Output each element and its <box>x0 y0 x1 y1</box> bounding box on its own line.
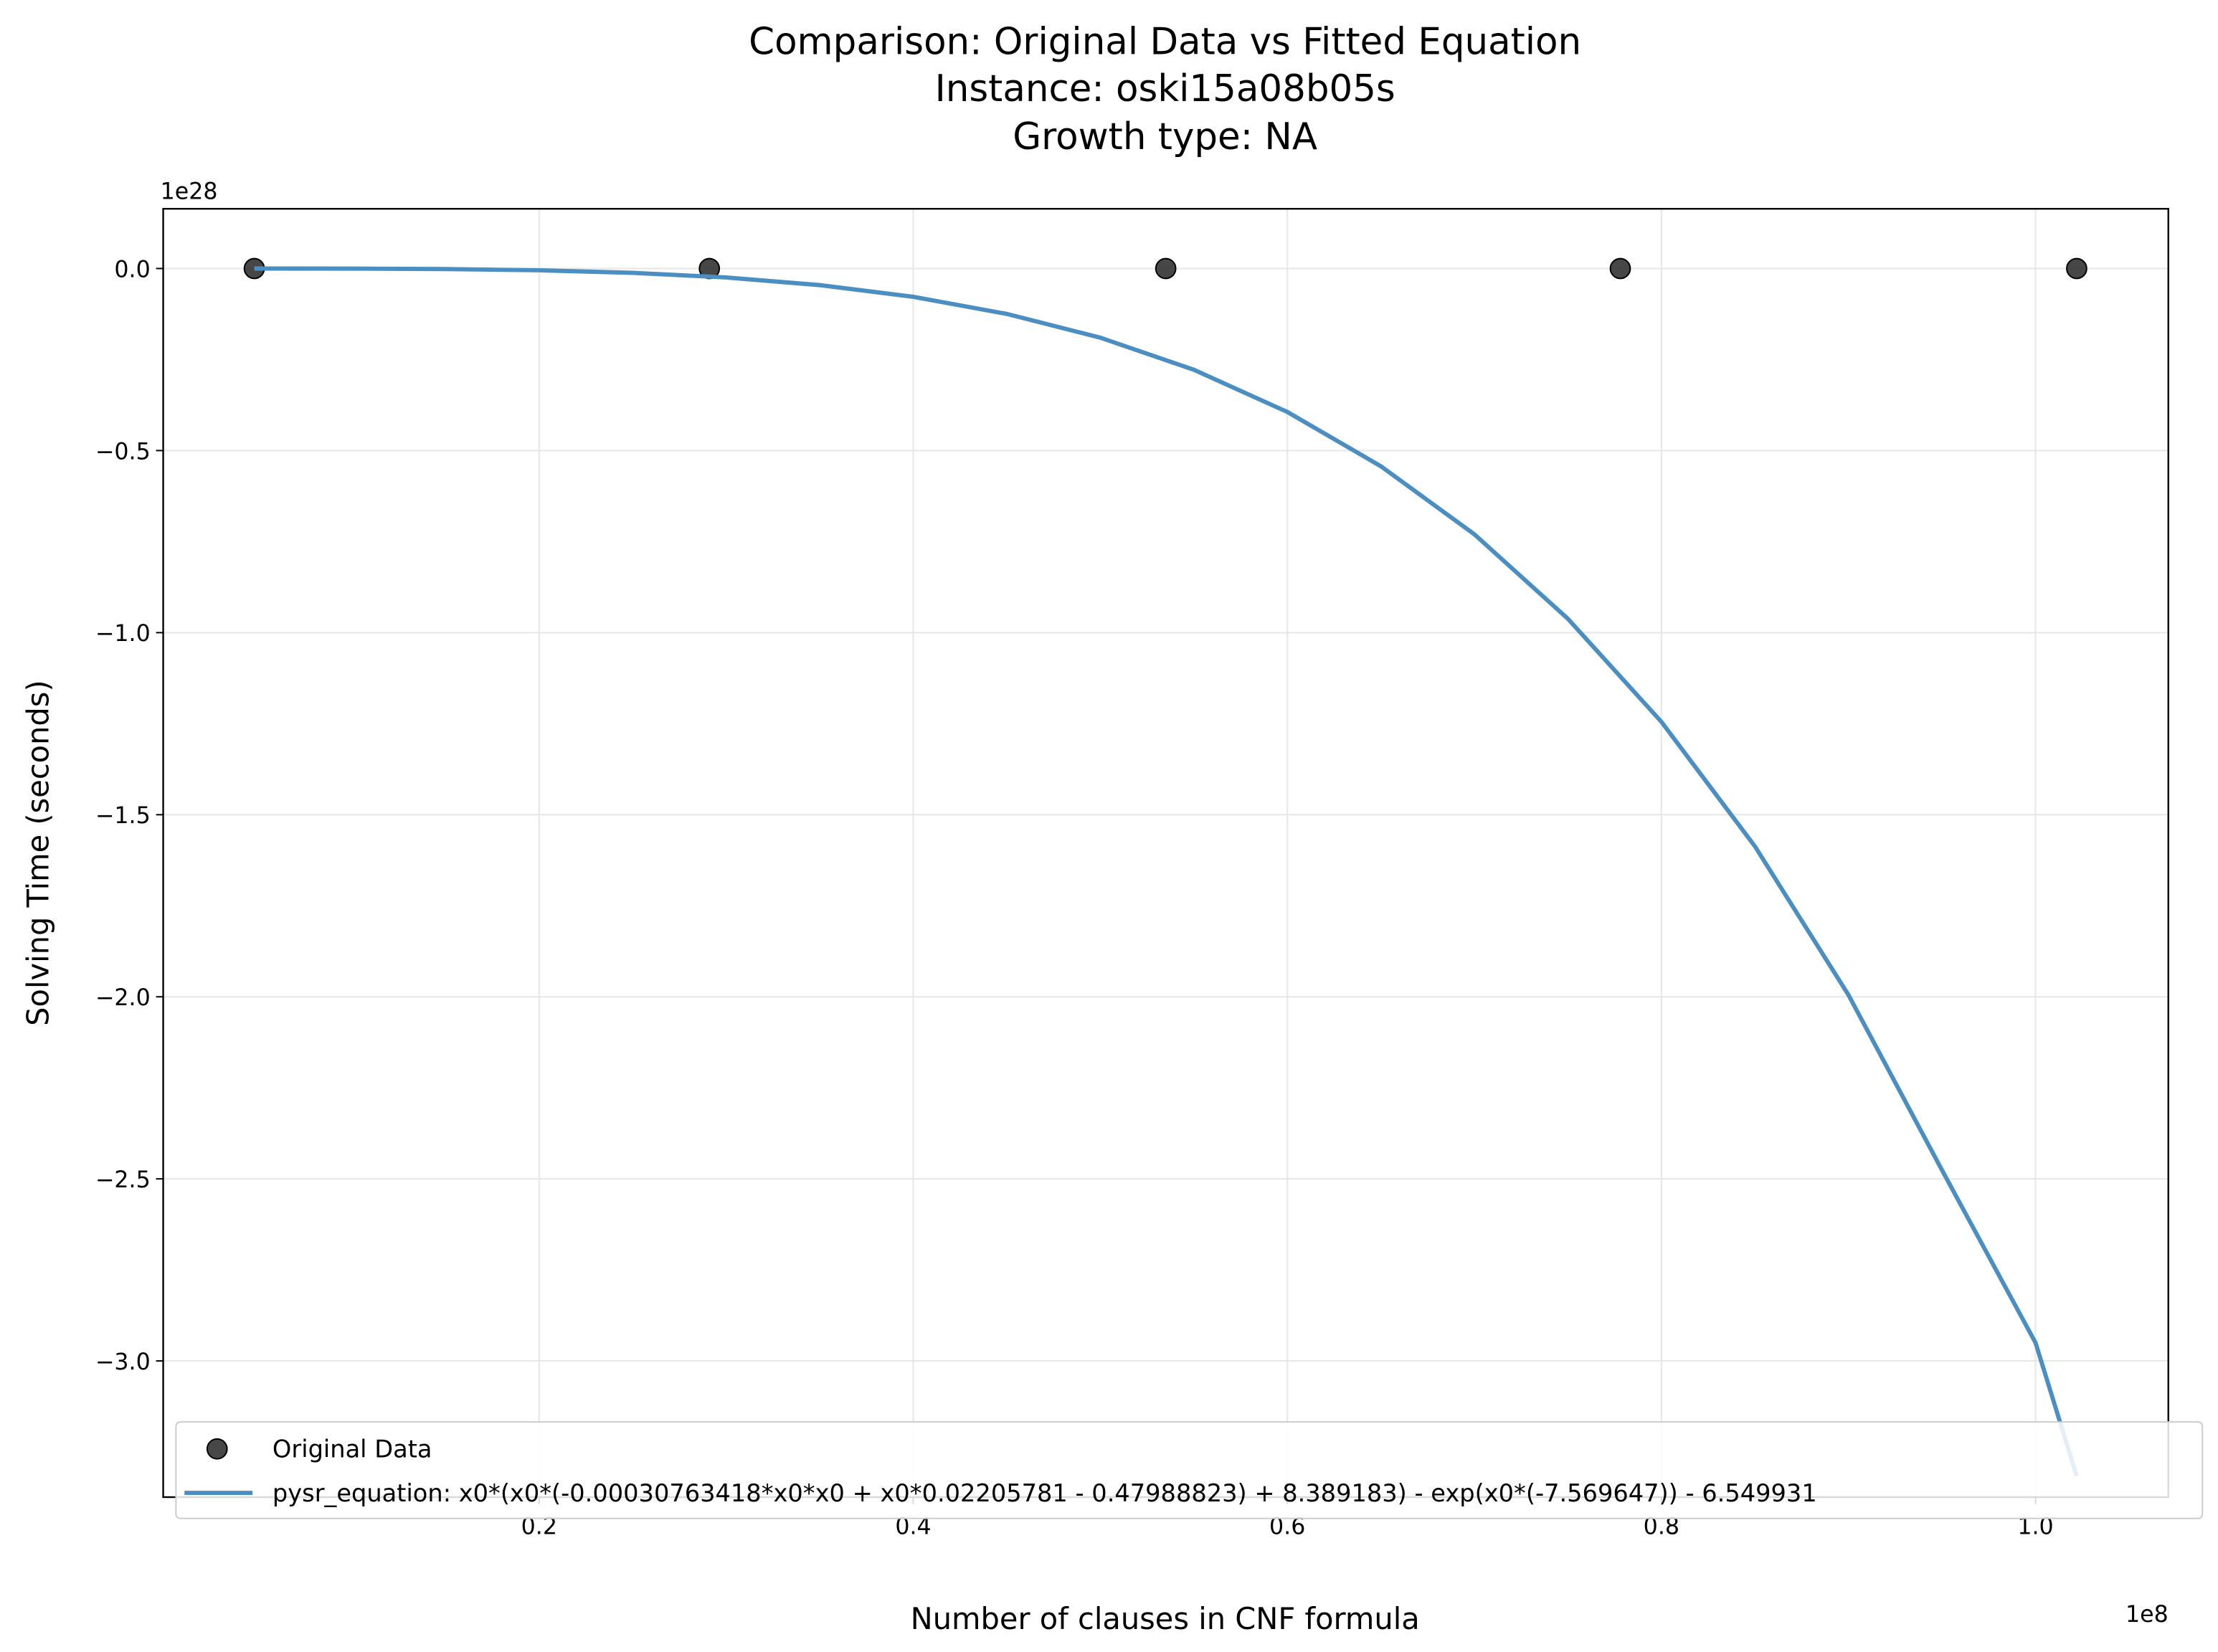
x-axis-label: Number of clauses in CNF formula <box>911 1601 1420 1636</box>
y-tick-label: −1.0 <box>95 621 151 647</box>
fit-line <box>254 266 2079 1477</box>
y-axis-label: Solving Time (seconds) <box>20 680 55 1026</box>
y-tick-label: −1.5 <box>95 803 151 829</box>
chart-title: Instance: oski15a08b05s <box>935 67 1395 110</box>
legend: Original Data pysr_equation: x0*(x0*(-0.0… <box>175 1421 2204 1519</box>
grid <box>163 209 2169 1498</box>
legend-box <box>175 1421 2204 1519</box>
y-tick-label: −0.5 <box>95 439 151 465</box>
plot-frame <box>162 207 2169 1499</box>
y-tick-label: 0.0 <box>114 257 150 283</box>
data-point <box>1155 257 1177 280</box>
chart-title: Growth type: NA <box>1013 115 1317 158</box>
data-point <box>1609 257 1631 280</box>
y-tick-label: −3.0 <box>95 1349 151 1375</box>
legend-label: Original Data <box>272 1435 432 1463</box>
data-point <box>2066 257 2087 280</box>
y-tick-label: −2.0 <box>95 985 151 1011</box>
chart-title: Comparison: Original Data vs Fitted Equa… <box>749 20 1581 63</box>
legend-label: pysr_equation: x0*(x0*(-0.00030763418*x0… <box>272 1479 1817 1507</box>
x-offset-label: 1e8 <box>2125 1602 2169 1628</box>
y-tick-label: −2.5 <box>95 1167 151 1193</box>
y-offset-label: 1e28 <box>161 179 218 204</box>
legend-marker <box>206 1438 228 1460</box>
